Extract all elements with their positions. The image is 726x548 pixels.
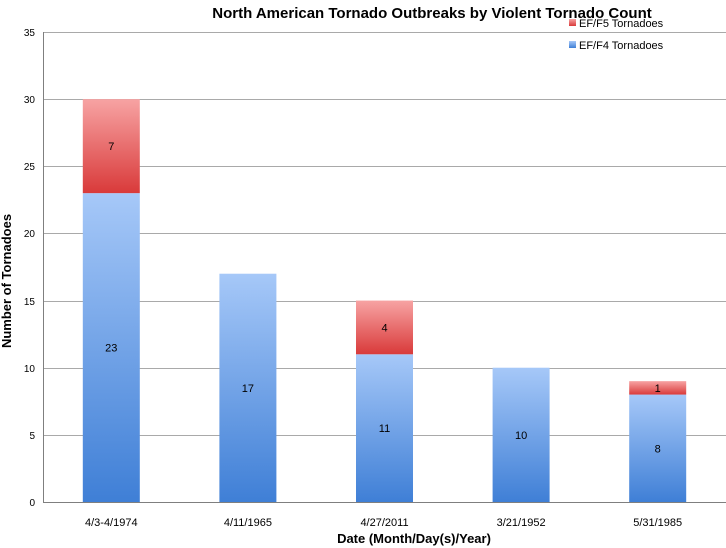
- bars: 23 7 17 11 4 10 8 1: [82, 99, 687, 502]
- bar-segment-ef-f5: [82, 99, 140, 194]
- y-tick-label: 0: [29, 498, 35, 509]
- y-tick-label: 15: [24, 297, 36, 308]
- data-label: 7: [108, 141, 114, 153]
- y-tick-label: 10: [24, 364, 36, 375]
- data-label: 23: [105, 343, 117, 355]
- bar-segment-ef-f4: [356, 354, 413, 502]
- y-tick-label: 30: [24, 95, 36, 106]
- data-label: 8: [655, 443, 661, 455]
- y-tick-label: 35: [24, 28, 36, 39]
- data-label: 1: [655, 383, 661, 395]
- y-tick-label: 5: [29, 431, 35, 442]
- legend-label: EF/F5 Tornadoes: [579, 18, 664, 30]
- legend-label: EF/F4 Tornadoes: [579, 40, 664, 52]
- bar-segment-ef-f4: [219, 273, 277, 502]
- x-tick-label: 5/31/1985: [633, 517, 682, 529]
- data-label: 10: [515, 430, 527, 442]
- legend: EF/F5 Tornadoes EF/F4 Tornadoes: [569, 18, 664, 52]
- bar-segment-ef-f4: [492, 367, 550, 502]
- y-tick-label: 20: [24, 229, 36, 240]
- bar-segment-ef-f5: [629, 381, 687, 395]
- x-tick-label: 4/27/2011: [360, 517, 408, 529]
- legend-swatch: [569, 19, 576, 26]
- y-tick-label: 25: [24, 162, 36, 173]
- y-axis-title: Number of Tornadoes: [0, 214, 14, 348]
- bar-segment-ef-f4: [82, 193, 140, 502]
- bar-segment-ef-f4: [629, 394, 687, 502]
- bar-segment-ef-f5: [356, 300, 413, 355]
- axes: 0 5 10 15 20 25 30 35 4/3-4/1974 4/11/1965 4/27/20…: [24, 28, 726, 529]
- data-label: 4: [381, 322, 387, 334]
- x-axis-title: Date (Month/Day(s)/Year): [337, 531, 491, 546]
- x-tick-label: 3/21/1952: [497, 517, 546, 529]
- data-label: 17: [242, 383, 254, 395]
- chart-title: North American Tornado Outbreaks by Viol…: [212, 5, 651, 22]
- legend-swatch: [569, 41, 576, 48]
- data-label: 11: [379, 423, 390, 435]
- x-tick-label: 4/11/1965: [224, 517, 272, 529]
- x-tick-label: 4/3-4/1974: [85, 517, 138, 529]
